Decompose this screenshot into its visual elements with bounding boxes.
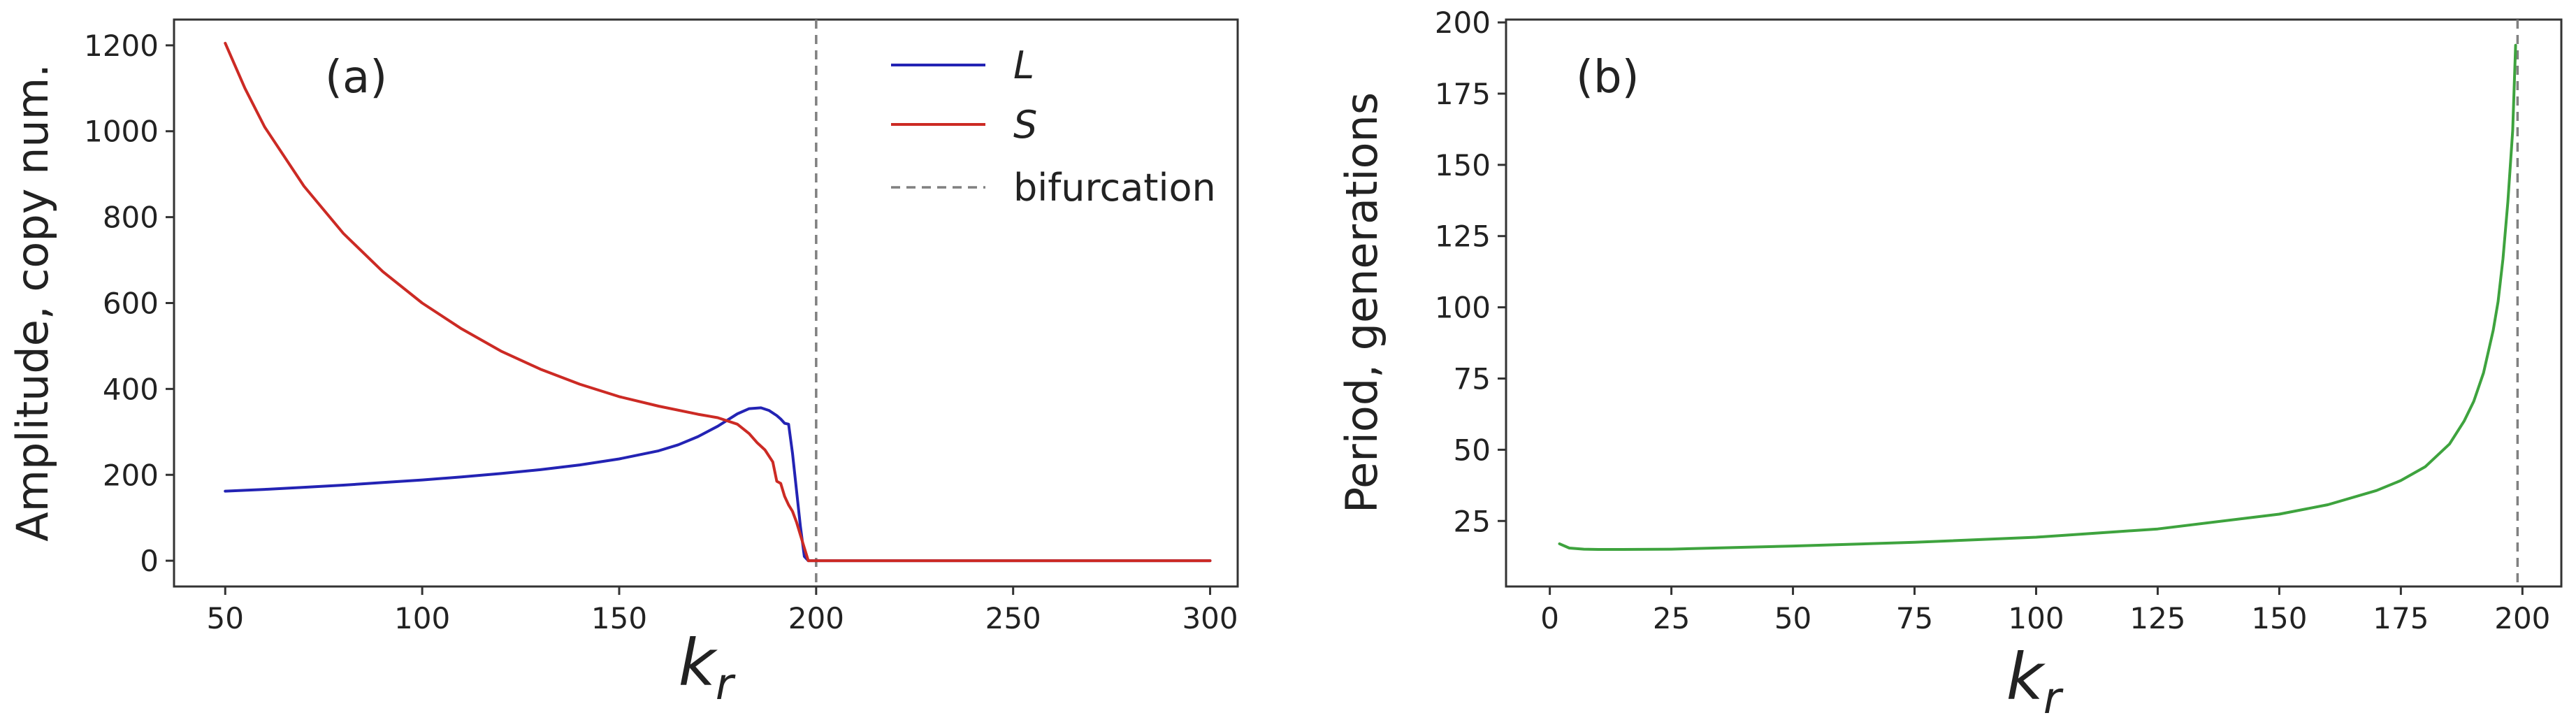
y-tick-label: 1200 bbox=[84, 29, 159, 63]
x-tick-label: 250 bbox=[985, 601, 1041, 635]
panel-a-x-axis-subscript: r bbox=[716, 658, 736, 710]
y-tick-label: 400 bbox=[103, 372, 159, 406]
x-tick-label: 50 bbox=[207, 601, 244, 635]
y-tick-label: 200 bbox=[1435, 6, 1491, 40]
y-tick-label: 150 bbox=[1435, 148, 1491, 182]
panel-a-series bbox=[224, 20, 1212, 586]
y-tick-label: 600 bbox=[103, 287, 159, 321]
y-tick-label: 100 bbox=[1435, 291, 1491, 325]
x-tick-label: 150 bbox=[591, 601, 647, 635]
x-tick-label: 125 bbox=[2129, 601, 2185, 635]
panel-b-x-axis-symbol: k bbox=[2006, 640, 2046, 714]
panel-a-label: (a) bbox=[325, 52, 387, 103]
panel-b-series bbox=[1558, 20, 2519, 586]
y-tick-label: 125 bbox=[1435, 219, 1491, 254]
y-tick-label: 25 bbox=[1454, 504, 1491, 538]
panel-b-label: (b) bbox=[1576, 52, 1640, 103]
panel-b-x-axis-title: kr bbox=[2006, 640, 2064, 724]
x-tick-label: 100 bbox=[394, 601, 450, 635]
panel-a-legend: L S bifurcation bbox=[891, 43, 1216, 210]
legend-label-L: L bbox=[1013, 43, 1034, 87]
panel-a-x-axis-symbol: k bbox=[679, 626, 718, 700]
series-line-S bbox=[224, 41, 1212, 563]
y-tick-label: 175 bbox=[1435, 77, 1491, 111]
y-tick-label: 0 bbox=[140, 544, 159, 578]
y-tick-label: 75 bbox=[1454, 361, 1491, 396]
x-tick-label: 300 bbox=[1182, 601, 1238, 635]
panel-a-ticks: 50 100 150 200 250 300 0 200 400 600 800 1000 1200 bbox=[84, 29, 1238, 635]
panel-b-x-axis-subscript: r bbox=[2043, 672, 2064, 724]
panel-a-amplitude-chart: 50 100 150 200 250 300 0 200 400 600 800 1000 1200 (… bbox=[7, 18, 1239, 710]
x-tick-label: 50 bbox=[1774, 601, 1811, 635]
x-tick-label: 0 bbox=[1540, 601, 1559, 635]
y-tick-label: 800 bbox=[103, 201, 159, 235]
x-tick-label: 25 bbox=[1653, 601, 1690, 635]
panel-a-x-axis-title: kr bbox=[679, 626, 736, 710]
panel-a-y-axis-title: Amplitude, copy num. bbox=[7, 64, 58, 542]
x-tick-label: 100 bbox=[2008, 601, 2064, 635]
y-tick-label: 200 bbox=[103, 458, 159, 492]
panel-a-plot-frame bbox=[173, 18, 1239, 588]
panel-b-ticks: 0 25 50 75 100 125 150 175 200 25 50 75 100 125 150 175… bbox=[1435, 6, 2551, 635]
legend-label-bifurcation: bifurcation bbox=[1013, 166, 1216, 210]
panel-b-y-axis-title: Period, generations bbox=[1336, 92, 1387, 513]
series-line-b-0 bbox=[1558, 43, 2517, 551]
y-tick-label: 50 bbox=[1454, 433, 1491, 467]
y-tick-label: 1000 bbox=[84, 115, 159, 149]
series-line-L bbox=[224, 406, 1212, 563]
x-tick-label: 200 bbox=[788, 601, 844, 635]
x-tick-label: 200 bbox=[2494, 601, 2550, 635]
x-tick-label: 75 bbox=[1896, 601, 1933, 635]
x-tick-label: 150 bbox=[2251, 601, 2307, 635]
panel-b-plot-frame bbox=[1505, 18, 2563, 588]
legend-label-S: S bbox=[1013, 103, 1037, 147]
x-tick-label: 175 bbox=[2373, 601, 2429, 635]
panel-b-period-chart: 0 25 50 75 100 125 150 175 200 25 50 75 100 125 150 175… bbox=[1336, 6, 2563, 724]
